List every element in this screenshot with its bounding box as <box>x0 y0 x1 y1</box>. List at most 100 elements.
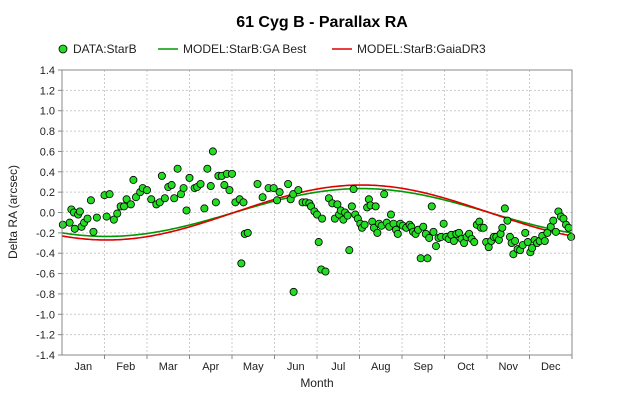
data-point <box>167 181 176 190</box>
y-tick-label: 0.8 <box>40 126 55 138</box>
data-point <box>345 246 354 255</box>
data-point <box>269 184 278 193</box>
y-tick-label: -1.0 <box>36 309 55 321</box>
legend-marker-data <box>58 44 68 54</box>
data-point <box>258 193 267 202</box>
data-point <box>500 204 509 213</box>
y-tick-label: 1.2 <box>40 85 55 97</box>
data-point <box>105 190 114 199</box>
data-point <box>120 202 129 211</box>
y-tick-label: 0.6 <box>40 146 55 158</box>
data-point <box>427 202 436 211</box>
y-tick-label: -0.2 <box>36 228 55 240</box>
data-point <box>142 186 151 195</box>
data-point <box>511 236 520 245</box>
legend-label-gaiadr3: MODEL:StarB:GaiaDR3 <box>357 42 486 56</box>
data-point <box>294 186 303 195</box>
y-tick-label: 0.2 <box>40 187 55 199</box>
x-tick-label: Jun <box>287 361 305 373</box>
y-tick-label: -1.4 <box>36 350 55 362</box>
data-point <box>551 227 560 236</box>
data-point <box>179 184 188 193</box>
data-point <box>549 216 558 225</box>
data-point <box>503 216 512 225</box>
legend-label-data: DATA:StarB <box>73 42 137 56</box>
data-point <box>289 287 298 296</box>
data-point <box>220 181 229 190</box>
data-point <box>425 233 434 242</box>
data-point <box>540 236 549 245</box>
y-tick-label: -0.6 <box>36 269 55 281</box>
data-point <box>479 223 488 232</box>
data-point <box>564 223 573 232</box>
data-point <box>58 220 67 229</box>
data-point <box>423 254 432 263</box>
data-point <box>386 210 395 219</box>
data-point <box>109 215 118 224</box>
data-point <box>318 214 327 223</box>
data-point <box>289 190 298 199</box>
data-point <box>126 200 135 209</box>
data-point <box>75 207 84 216</box>
data-point <box>89 227 98 236</box>
x-tick-label: Nov <box>498 361 518 373</box>
data-point <box>160 194 169 203</box>
data-point <box>122 195 131 204</box>
data-point <box>509 250 518 259</box>
data-point <box>343 211 352 220</box>
data-point <box>208 147 217 156</box>
data-point <box>312 210 321 219</box>
y-tick-label: -1.2 <box>36 330 55 342</box>
data-point <box>347 202 356 211</box>
y-tick-label: 1.4 <box>40 65 55 77</box>
x-tick-label: Aug <box>371 361 391 373</box>
data-point <box>211 198 220 207</box>
y-tick-label: -0.8 <box>36 289 55 301</box>
data-point <box>243 228 252 237</box>
x-tick-label: Jan <box>74 361 92 373</box>
y-tick-label: -0.4 <box>36 248 55 260</box>
data-point <box>131 193 140 202</box>
data-point <box>225 186 234 195</box>
data-point <box>380 190 389 199</box>
data-point <box>543 228 552 237</box>
legend: DATA:StarB MODEL:StarB:GA Best MODEL:Sta… <box>58 42 486 56</box>
data-point <box>275 188 284 197</box>
data-point <box>360 220 369 229</box>
chart-title: 61 Cyg B - Parallax RA <box>236 14 408 31</box>
curve-gaiadr3 <box>61 184 573 241</box>
x-tick-label: Oct <box>457 361 474 373</box>
data-point <box>86 196 95 205</box>
data-point <box>102 212 111 221</box>
x-axis-ticks: Jan Feb Mar Apr May Jun Jul Aug Sep Oct Nov Dec <box>74 355 573 373</box>
y-tick-label: 1.0 <box>40 106 55 118</box>
data-point <box>419 222 428 231</box>
data-point <box>431 242 440 251</box>
data-point <box>253 179 262 188</box>
data-point <box>196 179 205 188</box>
y-axis-ticks: 1.4 1.2 1.0 0.8 0.6 0.4 0.2 0.0 -0.2 -0.4 -0.6 -0.8… <box>36 65 62 362</box>
data-point <box>92 213 101 222</box>
data-point <box>65 218 74 227</box>
data-point <box>129 175 138 184</box>
data-point <box>170 194 179 203</box>
y-tick-label: 0.4 <box>40 167 55 179</box>
data-point <box>227 169 236 178</box>
data-point <box>321 267 330 276</box>
model-curves <box>61 184 573 241</box>
x-tick-label: May <box>243 361 264 373</box>
data-point <box>206 182 215 191</box>
data-point <box>314 238 323 247</box>
data-point <box>449 236 458 245</box>
x-tick-label: Dec <box>541 361 561 373</box>
data-point <box>173 164 182 173</box>
data-point <box>273 196 282 205</box>
data-point <box>521 228 530 237</box>
x-tick-label: Feb <box>116 361 135 373</box>
data-point <box>349 185 358 194</box>
data-point <box>70 224 79 233</box>
data-point <box>284 179 293 188</box>
data-point <box>185 173 194 182</box>
data-point <box>393 229 402 238</box>
